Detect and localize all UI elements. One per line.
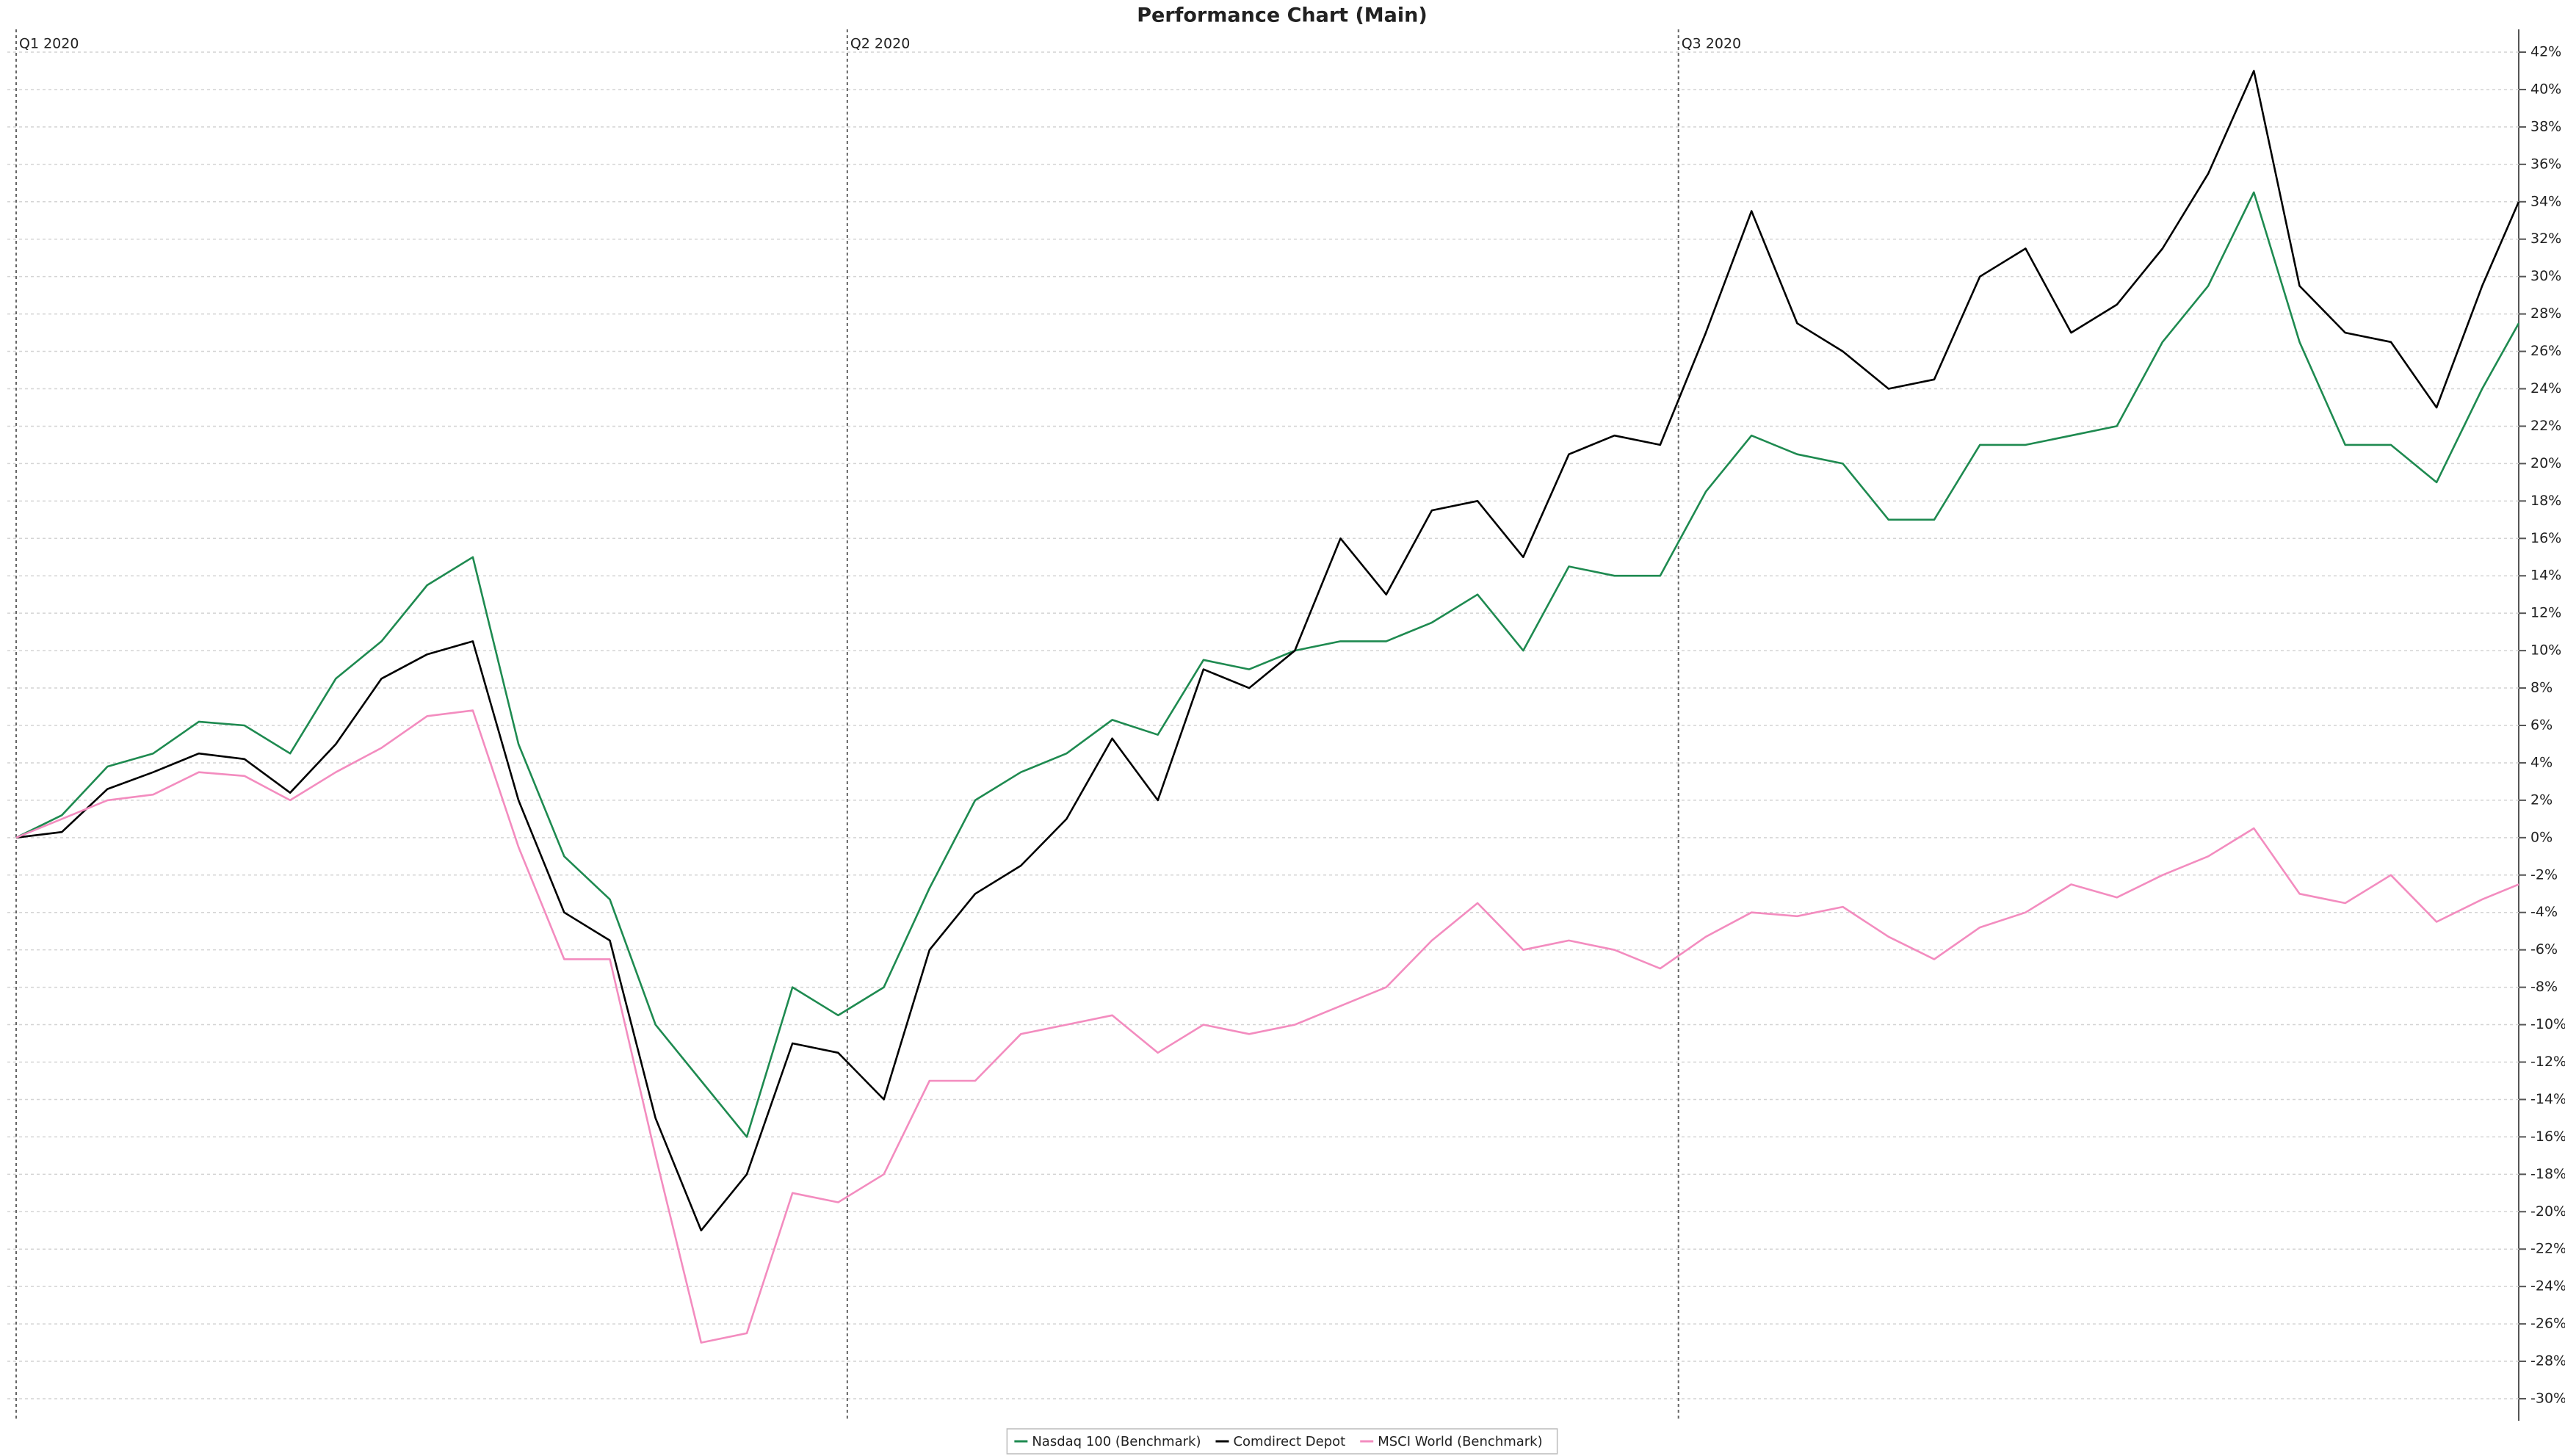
legend-label: Comdirect Depot: [1233, 1434, 1345, 1449]
legend: Nasdaq 100 (Benchmark) Comdirect Depot MSC…: [1006, 1428, 1558, 1455]
y-tick-label: 22%: [2530, 418, 2561, 434]
y-tick-label: 32%: [2530, 231, 2561, 247]
y-tick-label: -14%: [2530, 1091, 2565, 1107]
y-tick-label: 28%: [2530, 305, 2561, 322]
legend-label: MSCI World (Benchmark): [1378, 1434, 1542, 1449]
y-tick-label: 42%: [2530, 44, 2561, 60]
y-tick-label: -24%: [2530, 1278, 2565, 1294]
x-tick-label: Q2 2020: [850, 36, 910, 52]
series-line: [15, 70, 2520, 1232]
y-tick-label: -22%: [2530, 1241, 2565, 1257]
legend-label: Nasdaq 100 (Benchmark): [1032, 1434, 1201, 1449]
y-tick-label: -30%: [2530, 1391, 2565, 1407]
y-tick-label: -28%: [2530, 1353, 2565, 1369]
x-tick-label: Q1 2020: [19, 36, 79, 52]
y-tick-label: 20%: [2530, 455, 2561, 471]
y-tick-label: -12%: [2530, 1054, 2565, 1070]
y-tick-label: 14%: [2530, 568, 2561, 584]
y-tick-label: 38%: [2530, 118, 2561, 134]
y-tick-label: 4%: [2530, 754, 2553, 770]
y-tick-label: -26%: [2530, 1316, 2565, 1332]
x-tick-label: Q3 2020: [1682, 36, 1741, 52]
y-tick-label: 2%: [2530, 792, 2553, 808]
y-tick-label: 34%: [2530, 193, 2561, 209]
y-tick-label: 12%: [2530, 605, 2561, 621]
series-line: [15, 709, 2519, 1344]
y-tick-label: 0%: [2530, 829, 2553, 845]
y-tick-label: 30%: [2530, 268, 2561, 284]
y-tick-label: 40%: [2530, 81, 2561, 97]
y-tick-label: -16%: [2530, 1129, 2565, 1145]
y-tick-label: -4%: [2530, 904, 2558, 920]
y-tick-label: 16%: [2530, 530, 2561, 546]
y-tick-label: 36%: [2530, 156, 2561, 172]
y-tick-label: -20%: [2530, 1203, 2565, 1220]
y-tick-label: -18%: [2530, 1166, 2565, 1182]
y-tick-label: 6%: [2530, 717, 2553, 734]
y-tick-label: -8%: [2530, 979, 2558, 995]
y-tick-label: -6%: [2530, 941, 2558, 957]
y-tick-label: 10%: [2530, 642, 2561, 659]
series-line: [15, 191, 2520, 1138]
y-tick-label: -2%: [2530, 866, 2558, 883]
y-tick-label: -10%: [2530, 1016, 2565, 1032]
legend-box: [1006, 1428, 1558, 1455]
y-tick-label: 24%: [2530, 380, 2561, 396]
y-tick-label: 8%: [2530, 680, 2553, 696]
y-tick-label: 26%: [2530, 343, 2561, 359]
y-tick-label: 18%: [2530, 493, 2561, 509]
chart-title: Performance Chart (Main): [1137, 4, 1427, 27]
